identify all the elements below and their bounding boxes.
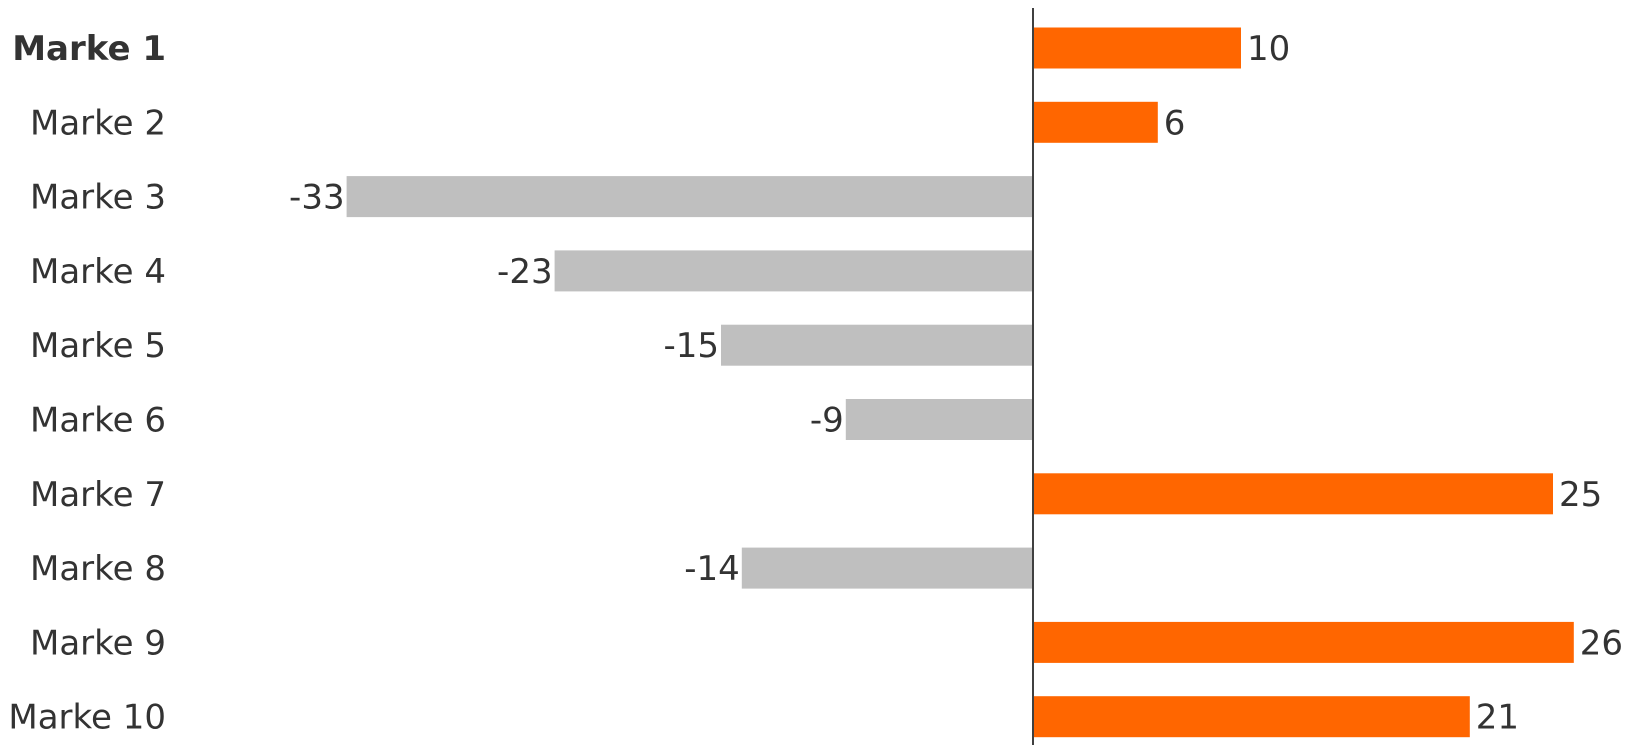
category-label-5: Marke 5 xyxy=(30,326,166,366)
category-label-9: Marke 9 xyxy=(30,623,166,663)
bar-3 xyxy=(346,176,1034,218)
value-label-5: -15 xyxy=(663,326,719,366)
bar-1 xyxy=(1033,27,1241,69)
bar-5 xyxy=(721,324,1033,366)
category-label-3: Marke 3 xyxy=(30,178,166,218)
bar-6 xyxy=(845,399,1033,440)
value-label-10: 21 xyxy=(1476,698,1519,738)
bar-9 xyxy=(1033,621,1574,663)
bar-2 xyxy=(1033,101,1158,143)
category-label-10: Marke 10 xyxy=(8,698,166,738)
category-label-2: Marke 2 xyxy=(30,103,166,143)
category-label-8: Marke 8 xyxy=(30,549,166,589)
category-label-7: Marke 7 xyxy=(30,475,166,515)
category-labels-group: Marke 1 Marke 2 Marke 3 Marke 4 Marke 5 Marke… xyxy=(8,29,166,738)
category-label-1: Marke 1 xyxy=(12,29,166,69)
category-label-4: Marke 4 xyxy=(30,252,166,292)
value-label-7: 25 xyxy=(1559,475,1602,515)
bars-group xyxy=(346,27,1574,738)
bar-10 xyxy=(1033,696,1470,738)
value-label-4: -23 xyxy=(497,252,553,292)
value-labels-group: 10 6 -33 -23 -15 -9 25 -14 26 21 xyxy=(289,29,1623,738)
bar-8 xyxy=(741,547,1033,589)
category-label-6: Marke 6 xyxy=(30,401,166,441)
value-label-3: -33 xyxy=(289,178,345,218)
value-label-9: 26 xyxy=(1580,623,1623,663)
bar-7 xyxy=(1033,473,1553,515)
value-label-2: 6 xyxy=(1164,103,1186,143)
bar-4 xyxy=(554,250,1033,292)
value-label-8: -14 xyxy=(684,549,740,589)
value-label-6: -9 xyxy=(810,401,844,441)
value-label-1: 10 xyxy=(1247,29,1290,69)
